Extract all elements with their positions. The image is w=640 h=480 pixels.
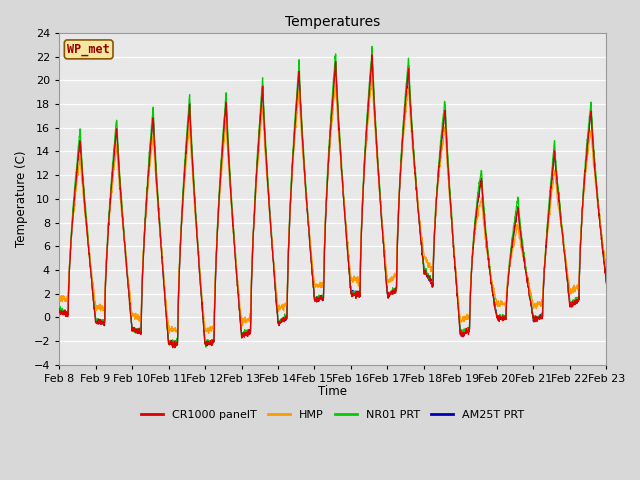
Y-axis label: Temperature (C): Temperature (C) xyxy=(15,151,28,247)
X-axis label: Time: Time xyxy=(318,385,348,398)
Title: Temperatures: Temperatures xyxy=(285,15,380,29)
Text: WP_met: WP_met xyxy=(67,43,110,56)
Legend: CR1000 panelT, HMP, NR01 PRT, AM25T PRT: CR1000 panelT, HMP, NR01 PRT, AM25T PRT xyxy=(136,405,529,424)
